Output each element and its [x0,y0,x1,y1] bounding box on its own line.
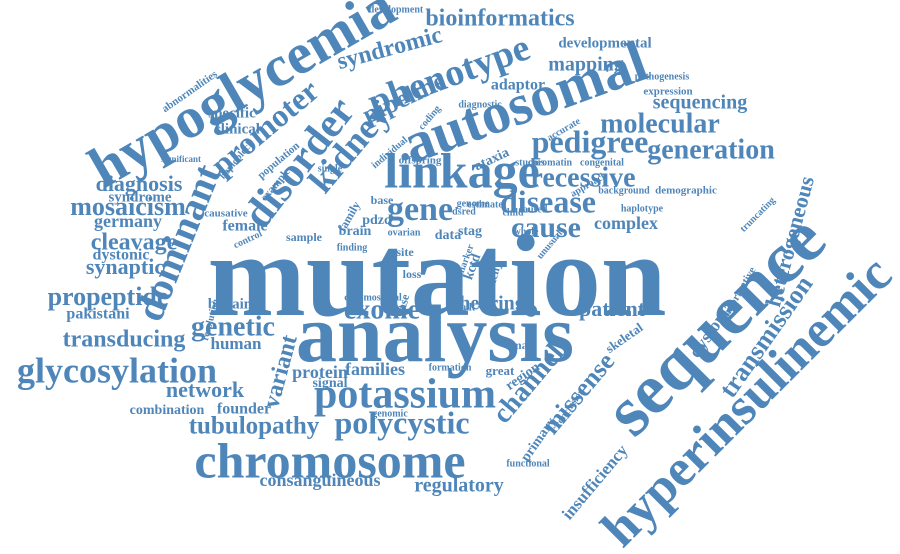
word-diagnosis: diagnosis [96,171,183,196]
word-studies: studies [515,157,545,168]
word-patient: patient [579,296,646,321]
word-syndrome: syndrome [108,189,171,205]
word-tubulopathy: tubulopathy [189,413,320,440]
word-specific: specific [208,105,256,121]
word-haplotype: haplotype [621,203,664,214]
word-case: case [393,292,412,317]
word-polycystic: polycystic [334,404,469,440]
word-genome: genome [457,198,490,209]
word-pathogenesis: pathogenesis [635,71,690,82]
word-germany: germany [94,211,162,231]
word-caused: caused [519,204,548,215]
word-chromatin: chromatin [528,157,573,168]
word-founder: founder [217,401,271,418]
word-child: child [502,207,524,218]
word-site: site [396,245,414,259]
word-pakistani: pakistani [66,306,130,323]
word-hearing: hearing [459,293,525,315]
word-mosaicism: mosaicism [70,192,186,221]
word-formation: formation [429,362,472,373]
word-complex: complex [594,213,658,233]
word-exome: exome [344,294,420,325]
word-congenital: congenital [580,157,624,168]
word-ovarian: ovarian [388,227,421,238]
word-transducing: transducing [63,327,186,353]
word-diagnostic: diagnostic [458,99,502,110]
word-synaptic: synaptic [86,254,164,279]
word-dystonic: dystonic [93,247,150,264]
word-pedigree: pedigree [532,123,649,159]
word-signal: signal [312,376,347,391]
word-linkage: linkage [384,142,540,198]
word-cause: cause [511,211,581,244]
word-chromosomal: chromosomal [344,292,402,303]
word-molecular: molecular [600,108,720,139]
word-causative: causative [204,208,248,220]
word-rare: rare [474,289,489,310]
word-sample: sample [286,230,323,244]
word-britain: britain [208,296,253,312]
word-developmental: developmental [558,35,651,51]
word-single: single [318,163,343,174]
word-generation: generation [647,134,775,165]
word-propeptide: propeptide [48,282,169,311]
word-base: base [371,193,394,207]
word-loss: loss [403,267,422,281]
word-cleavage: cleavage [91,230,178,256]
word-estimate: estimate [467,199,503,210]
word-mutation: mutation [208,210,667,341]
word-whole: whole [514,226,540,237]
word-functional: functional [506,458,550,469]
word-pdzd: pdzd [362,213,392,228]
word-chromosome: chromosome [194,432,465,488]
word-adaptor: adaptor [491,77,545,94]
word-expression: expression [643,86,692,98]
word-dsred: dsred [452,206,476,217]
word-bioinformatics: bioinformatics [425,6,574,32]
word-offspring: offspring [399,155,442,167]
word-male: male [512,338,537,352]
word-sequencing: sequencing [653,92,747,114]
word-great: great [486,363,515,378]
word-brain: brain [339,224,372,239]
word-genetic: genetic [191,311,275,342]
word-background: background [598,185,650,196]
word-families: families [345,359,405,379]
word-gene: gene [387,191,453,228]
word-stag: stag [458,224,482,239]
word-significant: significant [161,154,201,164]
word-network: network [166,377,245,402]
word-result: result [451,302,476,313]
word-disease: disease [500,183,596,219]
word-analysis: analysis [296,288,574,379]
word-mapping: mapping [548,54,624,76]
word-development: development [369,4,424,15]
word-data: data [435,228,461,243]
word-finding: finding [337,242,368,253]
word-regulatory: regulatory [414,475,504,497]
word-combination: combination [130,403,205,418]
word-demographic: demographic [655,185,717,197]
word-protein: protein [292,362,348,382]
word-glycosylation: glycosylation [17,350,217,390]
word-kcnj: kcnj [484,262,503,288]
word-human: human [210,334,262,353]
word-genomic: genomic [372,408,408,419]
word-consanguineous: consanguineous [259,470,380,490]
word-potassium: potassium [314,372,496,418]
word-female: female [222,218,267,235]
word-clinical: clinical [214,121,260,137]
word-recessive: recessive [530,162,635,193]
